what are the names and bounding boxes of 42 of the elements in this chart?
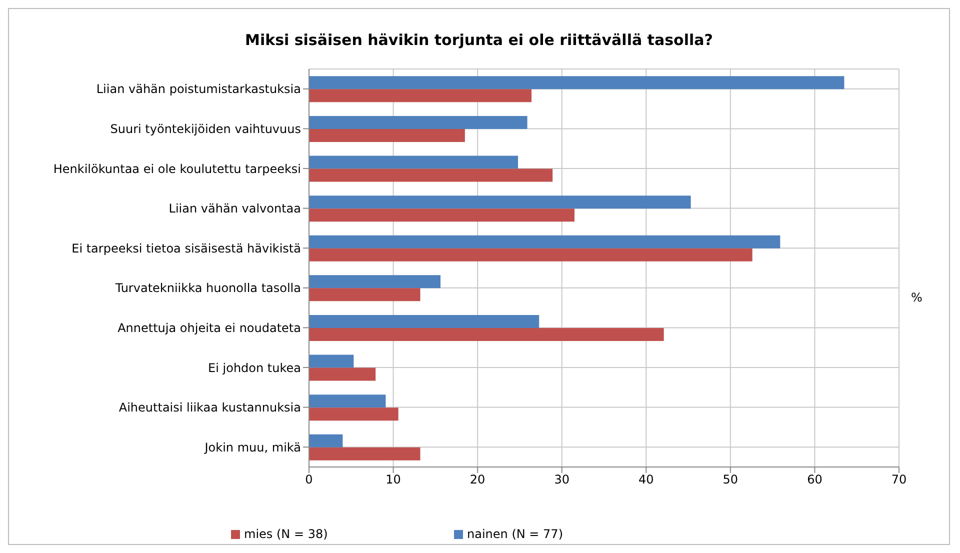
chart-title: Miksi sisäisen hävikin torjunta ei ole riittävällä tasolla? — [244, 31, 714, 51]
bar — [309, 275, 440, 288]
x-tick-label: 40 — [638, 472, 654, 487]
x-tick-label: 30 — [554, 472, 570, 487]
bar — [309, 408, 398, 421]
bar — [309, 288, 420, 302]
x-tick-label: 70 — [891, 472, 907, 487]
x-tick-label: 20 — [470, 472, 486, 487]
bar — [309, 196, 691, 209]
x-tick-label: 50 — [722, 472, 738, 487]
bar — [309, 116, 528, 129]
bar — [309, 235, 780, 248]
legend-label: mies (N = 38) — [244, 527, 329, 541]
bar — [309, 314, 540, 328]
bar — [309, 447, 420, 460]
x-tick-label: 0 — [305, 472, 313, 487]
x-tick-label: 10 — [386, 472, 401, 487]
y-tick-label: Ei tarpeeksi tietoa sisäisestä hävikistä — [72, 241, 301, 256]
x-axis-title: % — [911, 290, 922, 304]
bar — [309, 156, 518, 169]
y-tick-label: Aiheuttaisi liikaa kustannuksia — [118, 400, 301, 415]
legend-label: nainen (N = 77) — [467, 527, 564, 541]
bar — [309, 168, 553, 182]
x-tick-label: 60 — [807, 472, 822, 487]
y-tick-label: Henkilökuntaa ei ole koulutettu tarpeeksi — [53, 162, 301, 176]
y-tick-label: Turvatekniikka huonolla tasolla — [114, 281, 301, 296]
y-tick-label: Liian vähän poistumistarkastuksia — [96, 82, 301, 96]
y-tick-label: Liian vähän valvontaa — [168, 202, 301, 216]
bar — [309, 89, 532, 102]
bar — [309, 394, 386, 408]
bar — [309, 208, 574, 222]
bar — [309, 368, 376, 381]
bar — [309, 328, 664, 341]
bar — [309, 354, 354, 368]
bar — [309, 434, 343, 448]
bar — [309, 248, 752, 262]
y-tick-label: Annettuja ohjeita ei noudateta — [118, 320, 301, 335]
bar — [309, 76, 844, 90]
y-tick-label: Jokin muu, mikä — [204, 440, 301, 454]
y-tick-label: Suuri työntekijöiden vaihtuvuus — [110, 122, 301, 136]
bar — [309, 128, 465, 142]
y-tick-label: Ei johdon tukea — [208, 360, 301, 375]
